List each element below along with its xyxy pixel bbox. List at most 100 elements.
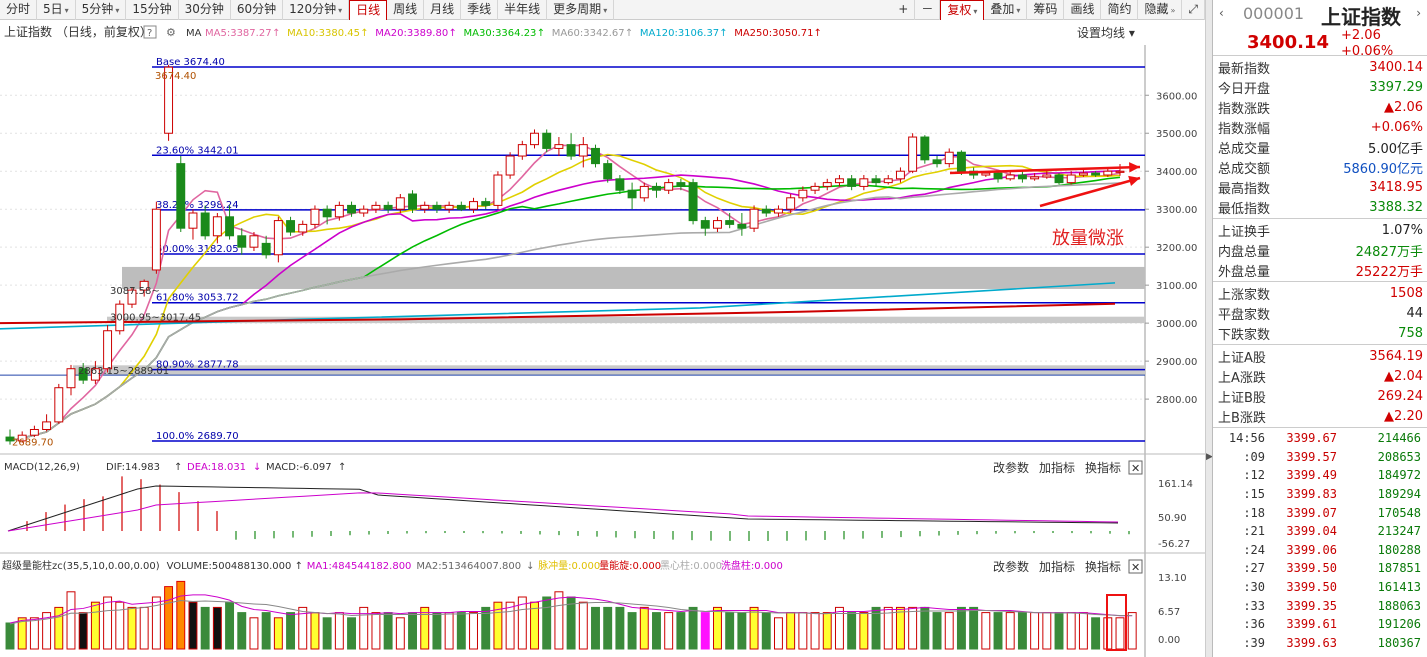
period-tab-12[interactable]: 更多周期 ▾	[547, 0, 615, 20]
ma250-line	[0, 302, 1116, 325]
price-tick: 3100.00	[1156, 281, 1197, 292]
tick-time: :09	[1243, 449, 1265, 464]
vol-close-icon[interactable]	[1128, 559, 1143, 574]
tick-price: 3399.35	[1286, 598, 1337, 613]
period-tab-0[interactable]: 分时	[0, 0, 38, 20]
vol-close-glyph: ✕	[1131, 561, 1140, 574]
candle-body	[383, 204, 393, 210]
stat-value: 1.07%	[1381, 222, 1423, 238]
tick-time: :33	[1243, 598, 1265, 613]
high-label: 3674.40	[155, 71, 196, 82]
help-icon-glyph: ?	[147, 28, 152, 39]
tool-btn-6[interactable]: 简约	[1101, 0, 1139, 20]
tab-label: 分时	[6, 1, 31, 16]
period-tab-8[interactable]: 周线	[387, 0, 425, 20]
volume-bar	[981, 612, 991, 650]
stat-row: 上涨家数 1508	[1213, 283, 1427, 303]
volume-bar	[859, 612, 869, 650]
candle-body	[78, 368, 88, 381]
panel-splitter[interactable]: ▶	[1205, 0, 1213, 657]
candle-body	[188, 212, 198, 229]
period-tab-10[interactable]: 季线	[461, 0, 499, 20]
tab-label: 画线	[1070, 1, 1095, 16]
stat-label: 上A涨跌	[1218, 370, 1266, 386]
tick-row: :18 3399.07 170548	[1213, 503, 1427, 522]
stat-value: 269.24	[1377, 388, 1424, 404]
volume-bar	[249, 617, 259, 650]
period-tab-1[interactable]: 5日 ▾	[37, 0, 76, 20]
arrow-up-icon: ↑	[360, 28, 368, 39]
stat-label: 指数涨幅	[1218, 121, 1271, 137]
period-tab-4[interactable]: 30分钟	[179, 0, 231, 20]
candle-body	[1115, 170, 1125, 173]
tick-row: :21 3399.04 213247	[1213, 522, 1427, 541]
stat-row: 上证B股 269.24	[1213, 386, 1427, 406]
tool-btn-7[interactable]: 隐藏»	[1138, 0, 1183, 20]
tool-btn-0[interactable]: +	[892, 0, 916, 20]
volume-bar	[664, 612, 674, 650]
stat-value: 25222万手	[1355, 264, 1423, 280]
candle-body	[139, 280, 149, 291]
nav-next-icon[interactable]: ›	[1416, 6, 1421, 20]
vol-header-item: MA1:484544182.800	[307, 561, 412, 572]
price-tick: 2800.00	[1156, 395, 1197, 406]
period-tab-7[interactable]: 日线	[349, 0, 388, 20]
ma-settings-button[interactable]: 设置均线 ▾	[1077, 26, 1135, 40]
macd-btn-2[interactable]: 换指标	[1085, 460, 1121, 475]
collapse-arrow-icon[interactable]: ▶	[1206, 452, 1213, 462]
stat-row: 内盘总量 24827万手	[1213, 240, 1427, 260]
candle-body	[627, 189, 637, 199]
macd-btn-0[interactable]: 改参数	[993, 460, 1029, 475]
nav-prev-icon[interactable]: ‹	[1219, 6, 1224, 20]
tool-btn-1[interactable]: －	[915, 0, 941, 20]
vol-btn-2[interactable]: 换指标	[1085, 559, 1121, 574]
volume-bar	[761, 612, 771, 650]
tool-btn-3[interactable]: 叠加 ▾	[984, 0, 1028, 20]
candle-body	[676, 182, 686, 187]
stat-row: 指数涨跌 ▲2.06	[1213, 97, 1427, 117]
stat-row: 最高指数 3418.95	[1213, 177, 1427, 197]
tool-btn-5[interactable]: 画线	[1064, 0, 1102, 20]
fib-label: 23.60% 3442.01	[156, 145, 239, 156]
low-label: 2689.70	[12, 437, 53, 448]
tick-price: 3399.50	[1286, 561, 1337, 576]
dropdown-arrow-icon: ▾	[603, 5, 608, 15]
period-tab-3[interactable]: 15分钟	[126, 0, 179, 20]
tick-row: :39 3399.63 180367	[1213, 634, 1427, 653]
tick-price: 3399.50	[1286, 580, 1337, 595]
stat-row: 总成交量 5.00亿手	[1213, 137, 1427, 157]
gear-icon: ⚙	[166, 26, 176, 39]
stat-label: 上证换手	[1218, 224, 1271, 240]
tool-btn-8[interactable]: ⤢	[1182, 0, 1205, 20]
vol-btn-0[interactable]: 改参数	[993, 559, 1029, 574]
tab-label: 30分钟	[184, 1, 224, 16]
volume-bar	[1017, 612, 1027, 650]
candle-body	[932, 159, 942, 165]
stat-row: 上A涨跌 ▲2.04	[1213, 366, 1427, 386]
candle-body	[713, 220, 722, 229]
candle-body	[310, 208, 320, 225]
period-tab-9[interactable]: 月线	[424, 0, 462, 20]
period-tab-11[interactable]: 半年线	[498, 0, 548, 20]
volume-bar	[90, 601, 100, 650]
period-tab-6[interactable]: 120分钟 ▾	[283, 0, 350, 20]
tool-btn-2[interactable]: 复权 ▾	[940, 0, 985, 20]
dropdown-arrow-icon: ▾	[115, 5, 120, 15]
tick-list[interactable]: 14:56 3399.67 214466:09 3399.57 208653:12 339…	[1213, 428, 1427, 652]
candle-body	[920, 136, 930, 161]
volume-bar	[322, 617, 332, 650]
volume-bar	[798, 612, 808, 650]
tool-btn-4[interactable]: 筹码	[1027, 0, 1065, 20]
candle-body	[200, 212, 210, 237]
vol-btn-1[interactable]: 加指标	[1039, 559, 1075, 574]
volume-bar	[469, 612, 478, 650]
macd-close-icon[interactable]	[1128, 460, 1143, 475]
dropdown-arrow-icon: ▾	[338, 5, 343, 15]
vol-header-item: ↓	[526, 561, 534, 572]
macd-btn-1[interactable]: 加指标	[1039, 460, 1075, 475]
candle-body	[859, 178, 869, 187]
period-tab-2[interactable]: 5分钟 ▾	[76, 0, 127, 20]
stat-label: 上B涨跌	[1218, 410, 1266, 426]
price-tick: 2900.00	[1156, 357, 1197, 368]
period-tab-5[interactable]: 60分钟	[231, 0, 284, 20]
